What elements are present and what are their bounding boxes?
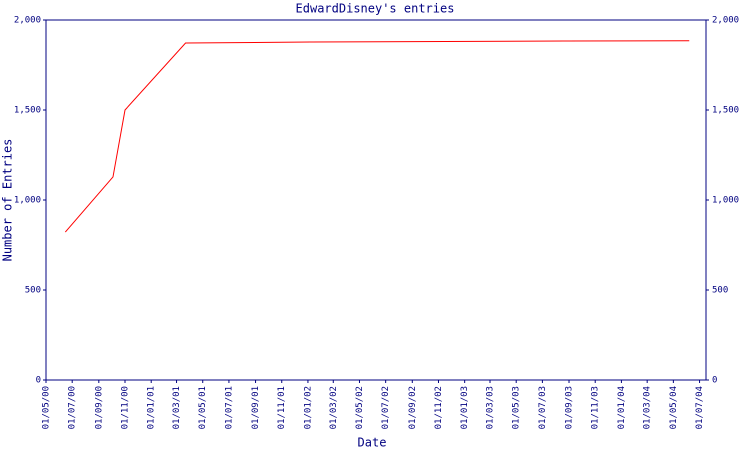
x-tick-label: 01/05/03 — [512, 386, 522, 429]
x-tick-label: 01/05/00 — [42, 386, 52, 429]
y2-tick-label: 1,500 — [712, 106, 739, 116]
x-tick-label: 01/01/03 — [460, 386, 470, 429]
x-tick-label: 01/11/02 — [434, 386, 444, 429]
y-tick-label: 1,000 — [14, 196, 41, 206]
y2-tick-label: 1,000 — [712, 196, 739, 206]
x-tick-label: 01/07/03 — [538, 386, 548, 429]
chart-title: EdwardDisney's entries — [296, 2, 455, 16]
x-tick-label: 01/07/04 — [695, 386, 705, 429]
x-tick-label: 01/03/01 — [172, 386, 182, 429]
x-tick-label: 01/01/01 — [147, 386, 157, 429]
x-tick-label: 01/09/02 — [408, 386, 418, 429]
y2-tick-label: 500 — [712, 286, 728, 296]
x-tick-label: 01/01/02 — [303, 386, 313, 429]
x-axis-label: Date — [358, 436, 387, 450]
x-tick-label: 01/11/00 — [121, 386, 131, 429]
x-tick-label: 01/11/03 — [591, 386, 601, 429]
y-tick-label: 0 — [36, 376, 41, 386]
x-tick-label: 01/05/02 — [355, 386, 365, 429]
x-tick-label: 01/11/01 — [277, 386, 287, 429]
x-tick-label: 01/09/00 — [94, 386, 104, 429]
y2-tick-label: 2,000 — [712, 16, 739, 26]
x-tick-label: 01/09/01 — [251, 386, 261, 429]
x-tick-label: 01/07/02 — [381, 386, 391, 429]
y-axis-label: Number of Entries — [1, 139, 15, 262]
y-tick-label: 500 — [25, 286, 41, 296]
x-tick-label: 01/03/02 — [329, 386, 339, 429]
x-tick-label: 01/03/04 — [643, 386, 653, 429]
y-tick-label: 1,500 — [14, 106, 41, 116]
x-tick-label: 01/07/01 — [224, 386, 234, 429]
x-tick-label: 01/03/03 — [486, 386, 496, 429]
x-tick-label: 01/07/00 — [68, 386, 78, 429]
data-line — [64, 40, 690, 233]
x-tick-label: 01/09/03 — [565, 386, 575, 429]
x-tick-label: 01/01/04 — [617, 386, 627, 429]
x-tick-label: 01/05/04 — [669, 386, 679, 429]
y-tick-label: 2,000 — [14, 16, 41, 26]
x-tick-label: 01/05/01 — [198, 386, 208, 429]
y2-tick-label: 0 — [712, 376, 717, 386]
plot-frame — [45, 19, 707, 381]
